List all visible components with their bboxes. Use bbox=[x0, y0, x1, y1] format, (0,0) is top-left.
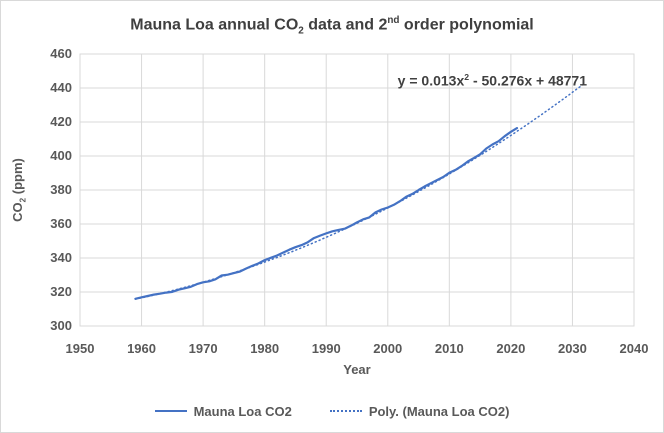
trendline-equation: y = 0.013x2 - 50.276x + 48771 bbox=[301, 68, 587, 90]
y-tick-label: 360 bbox=[50, 216, 72, 231]
dotted-line-sample bbox=[329, 410, 362, 412]
chart-title-superscript: nd bbox=[387, 15, 400, 26]
chart-title-text: order polynomial bbox=[399, 16, 534, 34]
chart-title: Mauna Loa annual CO2 data and 2nd order … bbox=[1, 9, 663, 44]
x-tick-label: 1980 bbox=[250, 341, 280, 356]
x-tick-label: 1950 bbox=[65, 341, 95, 356]
x-tick-label: 1970 bbox=[188, 341, 218, 356]
legend: Mauna Loa CO2 Poly. (Mauna Loa CO2) bbox=[1, 400, 663, 422]
x-tick-label: 2040 bbox=[619, 341, 649, 356]
y-tick-label: 380 bbox=[50, 182, 72, 197]
x-tick-label: 2000 bbox=[373, 341, 403, 356]
x-tick-label: 2020 bbox=[496, 341, 526, 356]
solid-line-sample bbox=[154, 410, 187, 412]
equation-superscript: 2 bbox=[464, 72, 470, 82]
x-tick-label: 2010 bbox=[434, 341, 464, 356]
y-axis-title-text: (ppm) bbox=[10, 158, 25, 198]
y-tick-label: 300 bbox=[50, 318, 72, 333]
chart-title-text: Mauna Loa annual CO bbox=[130, 16, 299, 34]
chart-title-subscript: 2 bbox=[298, 25, 304, 37]
x-tick-label: 1960 bbox=[127, 341, 156, 356]
y-tick-label: 400 bbox=[50, 148, 72, 163]
equation-text: y = 0.013x bbox=[397, 72, 465, 89]
x-tick-label: 2030 bbox=[557, 341, 587, 356]
y-tick-label: 440 bbox=[50, 80, 72, 95]
x-tick-label: 1990 bbox=[311, 341, 341, 356]
equation-text: - 50.276x + 48771 bbox=[469, 72, 587, 89]
x-axis-title: Year bbox=[343, 362, 371, 377]
legend-item-mauna-loa[interactable]: Mauna Loa CO2 bbox=[154, 403, 292, 419]
legend-label: Mauna Loa CO2 bbox=[193, 403, 292, 419]
legend-label: Poly. (Mauna Loa CO2) bbox=[368, 403, 510, 419]
y-tick-label: 340 bbox=[50, 250, 72, 265]
y-tick-label: 320 bbox=[50, 284, 72, 299]
y-axis-title-subscript: 2 bbox=[18, 197, 28, 203]
plot-frame bbox=[79, 53, 635, 327]
co2-data-line[interactable] bbox=[134, 126, 519, 300]
y-axis-title-text: CO bbox=[10, 202, 25, 222]
legend-item-poly[interactable]: Poly. (Mauna Loa CO2) bbox=[329, 403, 510, 419]
y-tick-label: 460 bbox=[50, 46, 72, 61]
y-tick-label: 420 bbox=[50, 114, 72, 129]
chart-title-text: data and 2 bbox=[303, 16, 388, 34]
